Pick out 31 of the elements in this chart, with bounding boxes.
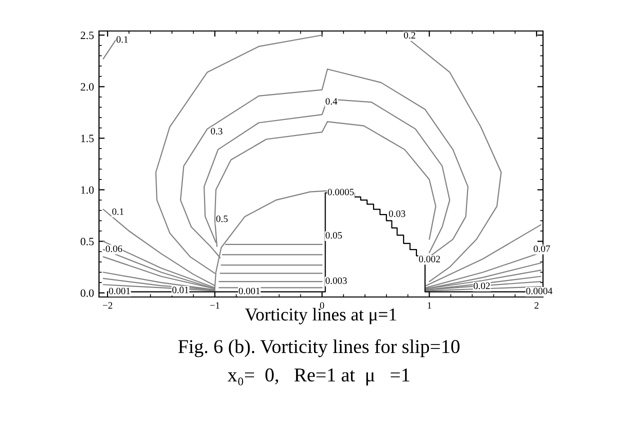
x-tick-label: −1 bbox=[210, 302, 220, 309]
annotation: 0.1 bbox=[116, 36, 128, 43]
annotation: 0.0004 bbox=[526, 288, 552, 294]
annotation: 0.0005 bbox=[328, 188, 354, 196]
x-tick-label: 1 bbox=[428, 302, 432, 309]
annotation: 0.07 bbox=[534, 245, 550, 252]
caption: Fig. 6 (b). Vorticity lines for slip=10 bbox=[178, 339, 460, 358]
text: x₀= 0, Re=1 at μ =1 bbox=[228, 368, 410, 386]
annotation: 0.003 bbox=[326, 277, 347, 284]
y-tick-label: 2.0 bbox=[80, 83, 94, 91]
annotation: 0.5 bbox=[216, 216, 228, 222]
x-tick-label: −2 bbox=[102, 302, 112, 309]
annotation: 0.1 bbox=[112, 208, 124, 215]
annotation: 0.001 bbox=[109, 288, 130, 294]
annotation: 0.002 bbox=[418, 256, 440, 262]
annotation: 0.01 bbox=[172, 286, 188, 294]
annotation: 0.2 bbox=[404, 32, 416, 39]
y-tick-label: 2.5 bbox=[80, 32, 94, 40]
x-tick-label: 0 bbox=[320, 302, 324, 309]
annotation: 0.4 bbox=[326, 98, 338, 105]
y-tick-label: 1.5 bbox=[81, 134, 94, 142]
annotation: 0.03 bbox=[388, 210, 406, 217]
annotation: 0.05 bbox=[326, 232, 342, 239]
y-tick-label: 0.5 bbox=[80, 238, 94, 246]
y-tick-label: 1.0 bbox=[81, 186, 94, 194]
annotation: 0.001 bbox=[238, 288, 260, 294]
annotation: 0.3 bbox=[210, 128, 222, 135]
annotation: 0.06 bbox=[106, 245, 122, 252]
x-axis-title: Vorticity lines at μ=1 bbox=[244, 308, 396, 324]
y-tick-label: 0.0 bbox=[80, 289, 94, 297]
x-tick-label: 2 bbox=[534, 302, 538, 309]
